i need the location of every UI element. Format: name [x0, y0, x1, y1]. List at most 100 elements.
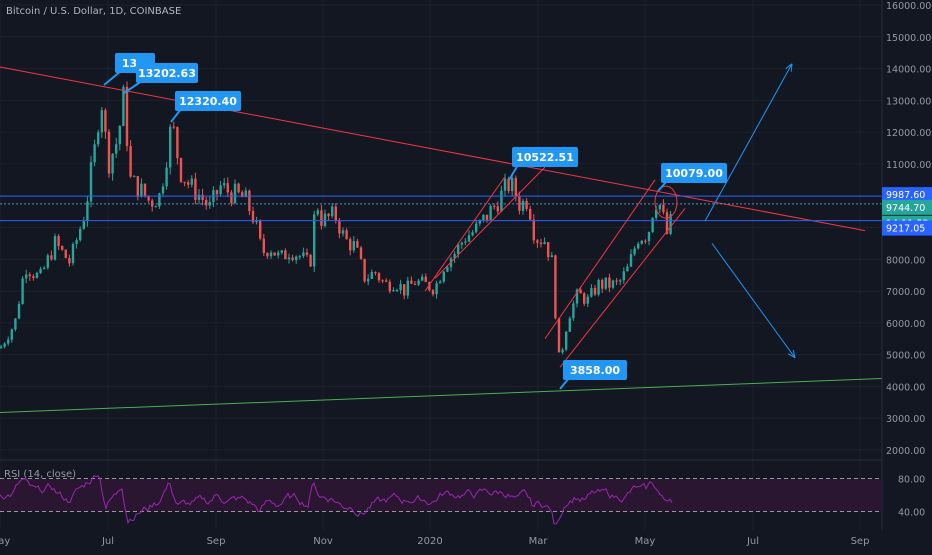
candle-body: [475, 223, 478, 233]
candle-body: [197, 194, 201, 200]
candle-body: [187, 182, 190, 185]
candle-body: [590, 288, 593, 297]
projection-arrow-down-head: [792, 349, 796, 358]
callout-box: [136, 63, 198, 83]
candle-body: [28, 274, 31, 277]
y-tick-label: 4000.00: [886, 382, 925, 393]
candle-body: [327, 213, 330, 217]
x-tick-label: Mar: [529, 536, 549, 547]
candle-body: [619, 280, 622, 282]
projection-arrow-up-head: [790, 63, 793, 72]
candle-body: [446, 267, 449, 272]
candle-body: [323, 213, 327, 226]
candle-body: [262, 238, 265, 254]
candle-body: [125, 86, 129, 146]
candle-body: [284, 250, 287, 260]
highlight-circle: [654, 185, 678, 219]
candle-body: [43, 267, 46, 269]
candle-body: [467, 235, 471, 242]
price-callout: 12320.40: [170, 91, 241, 123]
candle-body: [97, 132, 100, 145]
candle-body: [395, 290, 399, 292]
candle-body: [280, 250, 283, 253]
candle-body: [25, 274, 28, 279]
callout-label: 3858.00: [570, 364, 620, 377]
candle-body: [435, 283, 438, 295]
candle-body: [647, 232, 651, 242]
candle-body: [313, 214, 316, 267]
candle-body: [309, 254, 312, 267]
candle-body: [453, 254, 456, 259]
candle-body: [529, 208, 532, 220]
candle-body: [93, 144, 96, 163]
x-tick-label: May: [0, 536, 10, 547]
candle-body: [39, 268, 42, 273]
candle-body: [298, 256, 301, 258]
candle-body: [421, 276, 424, 281]
price-axis-label: 9744.70: [882, 199, 932, 215]
candle-body: [255, 220, 258, 223]
candle-body: [457, 244, 460, 255]
candle-body: [169, 126, 172, 168]
y-tick-label: 14000.00: [886, 65, 931, 76]
candle-body: [370, 272, 373, 279]
callout-box: [563, 360, 627, 380]
candle-body: [539, 242, 543, 244]
candle-body: [554, 255, 557, 319]
candle-body: [640, 240, 643, 244]
candle-body: [349, 239, 352, 251]
candle-body: [622, 271, 625, 281]
candle-body: [230, 192, 233, 204]
candle-body: [586, 296, 589, 304]
callout-box: [512, 147, 578, 167]
candle-body: [147, 195, 150, 201]
trendline-support: [0, 377, 883, 413]
candle-body: [543, 242, 546, 244]
candle-body: [136, 176, 139, 197]
candle-body: [485, 214, 489, 220]
candle-body: [57, 236, 60, 247]
candle-body: [179, 158, 183, 182]
candle-body: [0, 346, 3, 349]
callout-pointer: [103, 70, 122, 86]
candle-body: [367, 278, 370, 282]
candle-body: [215, 190, 219, 195]
candle-body: [248, 190, 251, 212]
price-axis-label: 9987.60: [882, 187, 932, 203]
candle-body: [320, 210, 323, 226]
callout-box: [661, 163, 727, 183]
candle-body: [82, 221, 85, 229]
candle-body: [511, 177, 514, 192]
candle-body: [611, 280, 615, 288]
candle-body: [575, 289, 579, 304]
candle-body: [496, 206, 499, 212]
candle-body: [71, 243, 75, 264]
candle-body: [154, 206, 157, 208]
candle-body: [277, 252, 280, 256]
candle-body: [471, 232, 474, 236]
candle-body: [107, 131, 111, 174]
candle-body: [86, 201, 89, 222]
candle-body: [122, 86, 125, 126]
candle-body: [68, 258, 71, 264]
price-axis-label-bg: [882, 220, 932, 236]
candle-body: [417, 280, 420, 285]
candle-body: [226, 183, 229, 193]
price-axis-label: 9217.05: [882, 220, 932, 236]
y-tick-label: 15000.00: [886, 33, 931, 44]
candle-body: [597, 279, 600, 295]
rsi-label: RSI (14, close): [4, 469, 77, 480]
x-tick-label: Nov: [313, 536, 333, 547]
candle-body: [604, 277, 607, 289]
candle-body: [161, 186, 165, 194]
candle-body: [356, 241, 359, 248]
candle-body: [14, 318, 17, 330]
candle-body: [521, 200, 525, 211]
candle-body: [662, 204, 665, 213]
candle-body: [194, 178, 197, 200]
candle-body: [259, 220, 262, 239]
y-tick-label: 16000.00: [886, 1, 931, 12]
candle-body: [493, 206, 496, 208]
